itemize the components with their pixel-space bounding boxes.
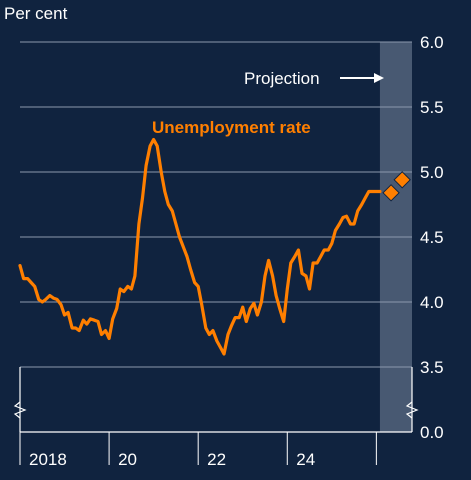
- series-line-unemployment: [18, 137, 382, 356]
- y-tick-label-6: 0.0: [420, 423, 444, 442]
- y-tick-labels: 6.0 5.5 5.0 4.5 4.0 3.5 0.0: [420, 33, 444, 442]
- y-tick-label-4: 4.0: [420, 293, 444, 312]
- y-tick-label-2: 5.0: [420, 163, 444, 182]
- y-tick-label-5: 3.5: [420, 358, 444, 377]
- grid-lines: [20, 41, 412, 433]
- x-tick-label-2: 22: [207, 450, 226, 469]
- break-zigzag-right: [405, 401, 419, 419]
- projection-arrow-head: [374, 73, 384, 83]
- x-tick-label-0: 2018: [29, 450, 67, 469]
- projection-arrow-icon: [340, 73, 384, 83]
- projection-label: Projection: [244, 69, 320, 88]
- break-zigzag-left: [13, 401, 27, 419]
- x-tick-label-1: 20: [118, 450, 137, 469]
- x-axis: 2018 20 22 24: [19, 432, 377, 469]
- projection-point-0: [382, 184, 400, 202]
- projection-point-1: [393, 171, 411, 189]
- axis-break: [13, 367, 419, 432]
- series-layer: [18, 137, 411, 356]
- series-label: Unemployment rate: [152, 118, 311, 137]
- y-tick-label-1: 5.5: [420, 98, 444, 117]
- y-axis-label: Per cent: [4, 4, 68, 23]
- y-tick-label-0: 6.0: [420, 33, 444, 52]
- y-tick-label-3: 4.5: [420, 228, 444, 247]
- x-tick-label-3: 24: [296, 450, 315, 469]
